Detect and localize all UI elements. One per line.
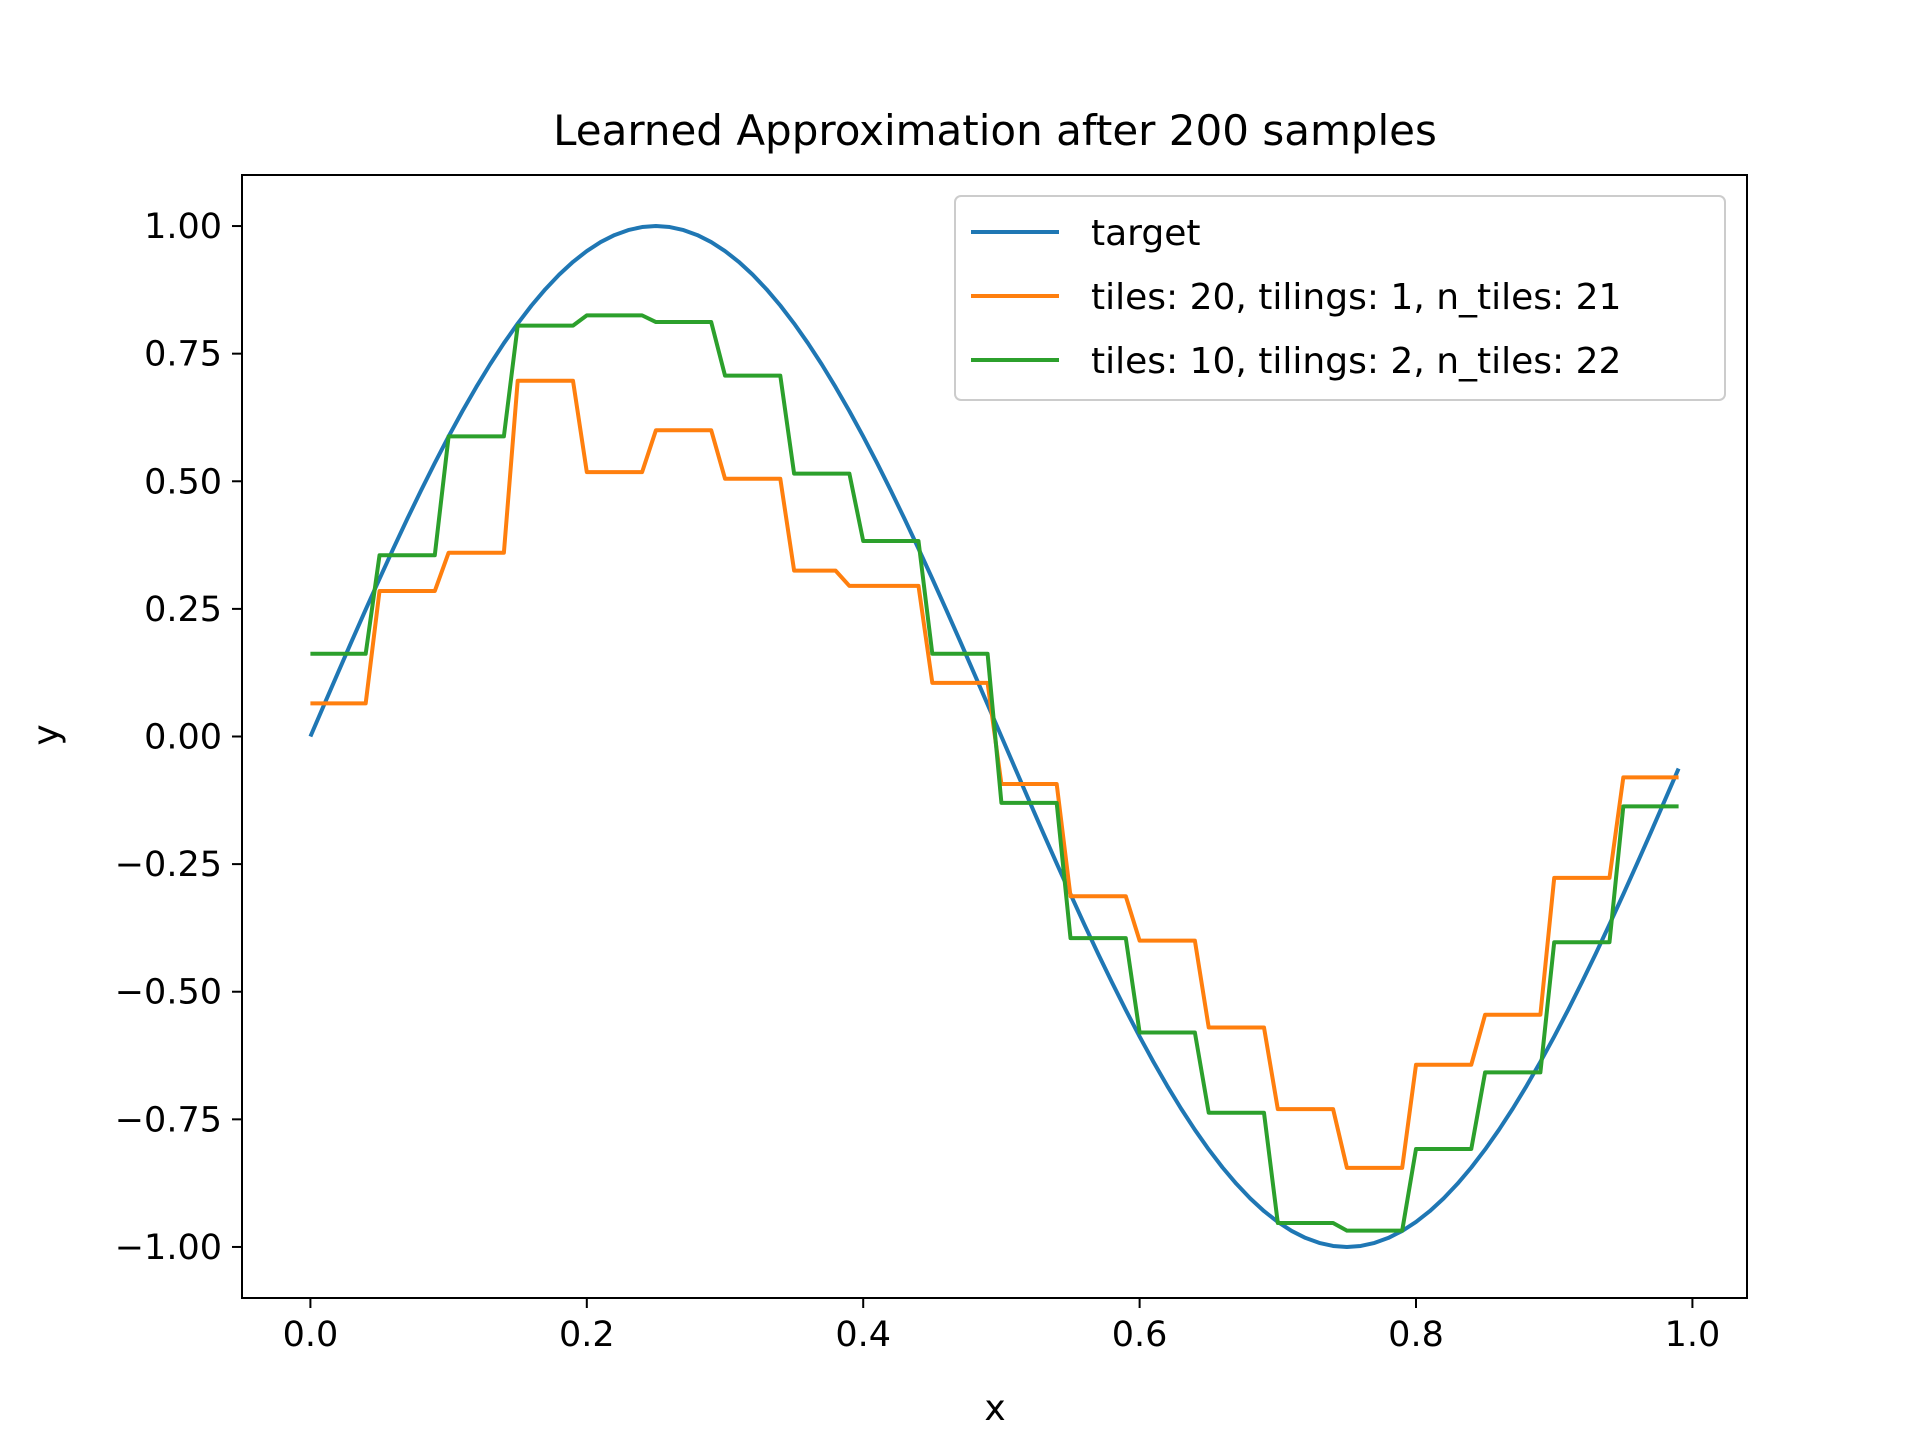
chart-title: Learned Approximation after 200 samples — [553, 106, 1437, 155]
x-tick-label: 1.0 — [1665, 1315, 1721, 1355]
axes-frame — [241, 174, 1748, 1299]
y-tick-label: 0.50 — [144, 462, 222, 502]
y-tick-label: 1.00 — [144, 207, 222, 247]
y-tick-label: 0.75 — [144, 335, 222, 375]
x-tick-label: 0.6 — [1112, 1315, 1168, 1355]
series-layer — [308, 224, 1681, 1249]
y-tick-label: 0.00 — [144, 718, 222, 758]
y-tick-label: −0.50 — [115, 973, 222, 1013]
legend: target tiles: 20, tilings: 1, n_tiles: 21… — [954, 195, 1726, 401]
legend-entry: tiles: 10, tilings: 2, n_tiles: 22 — [1091, 341, 1621, 382]
series-line-3 — [310, 313, 1679, 1233]
y-axis: 1.00 0.75 0.50 0.25 0.00 −0.25 −0.50 −0.75 −1.00 — [115, 207, 242, 1268]
x-tick-label: 0.8 — [1388, 1315, 1444, 1355]
x-tick-label: 0.4 — [835, 1315, 891, 1355]
x-tick-label: 0.0 — [283, 1315, 339, 1355]
legend-box — [954, 195, 1726, 401]
x-tick-label: 0.2 — [559, 1315, 615, 1355]
x-axis-label: x — [984, 1388, 1005, 1429]
y-tick-label: 0.25 — [144, 590, 222, 630]
y-axis-label: y — [26, 724, 67, 745]
y-tick-label: −0.75 — [115, 1100, 222, 1140]
y-tick-label: −1.00 — [115, 1228, 222, 1268]
x-axis: 0.0 0.2 0.4 0.6 0.8 1.0 — [283, 1298, 1721, 1355]
y-tick-label: −0.25 — [115, 845, 222, 885]
legend-entry: target — [1091, 213, 1200, 254]
legend-entry: tiles: 20, tilings: 1, n_tiles: 21 — [1091, 277, 1621, 318]
